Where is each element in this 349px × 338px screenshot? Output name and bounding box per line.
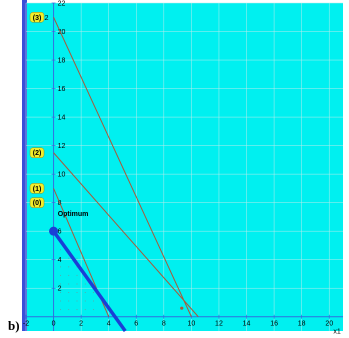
feasible-dot (59, 300, 61, 302)
x-tick-labels: -2 0 2 4 6 8 10 12 14 16 18 20 (23, 314, 333, 328)
x-axis-label: x1 (333, 329, 341, 336)
feasible-dot (68, 291, 70, 293)
constraint-tags: (3) (2) (1) (0) (29, 12, 45, 208)
feasible-dot (59, 309, 61, 311)
feasible-dot (76, 274, 78, 276)
constraint-tag (29, 183, 45, 194)
y-tick-label: 16 (58, 86, 66, 93)
y-tick-label: 12 (58, 143, 66, 150)
feasible-dot (59, 291, 61, 293)
constraint-lines (52, 17, 199, 333)
y-axis-label: x2 (41, 15, 49, 22)
feasible-dot (68, 257, 70, 259)
feasible-dot (59, 266, 61, 268)
x-tick-label: 0 (52, 321, 56, 328)
x-tick-label: 8 (162, 321, 166, 328)
feasible-dot (68, 283, 70, 285)
feasible-dot (59, 274, 61, 276)
feasible-dot (68, 309, 70, 311)
feasible-dot (84, 300, 86, 302)
y-tick-label: 2 (58, 286, 62, 293)
y-tick-label: 20 (58, 29, 66, 36)
x-tick-label: 2 (79, 321, 83, 328)
feasible-dot (59, 283, 61, 285)
x-tick-label: 18 (298, 321, 306, 328)
y-tick-label: 22 (58, 1, 66, 8)
feasible-dot (93, 291, 95, 293)
feasible-dot (68, 274, 70, 276)
constraint-tag (29, 12, 45, 23)
optimum-point (49, 226, 59, 236)
feasible-dot (76, 300, 78, 302)
grid (25, 2, 343, 331)
plot-background (26, 3, 343, 331)
constraint-line (53, 17, 192, 317)
feasible-dot (76, 249, 78, 251)
constraint-tag (29, 147, 45, 158)
feasible-dot (84, 291, 86, 293)
y-tick-label: 4 (58, 257, 62, 264)
constraint-tag-label: (0) (33, 200, 42, 207)
feasible-dot (76, 291, 78, 293)
feasible-dot (59, 249, 61, 251)
x-tick-label: -2 (23, 321, 29, 328)
x-tick-label: 4 (107, 321, 111, 328)
constraint-tag (29, 197, 45, 208)
feasible-dot (76, 257, 78, 259)
constraint-tag-label: (1) (33, 186, 42, 193)
x-tick-label: 16 (270, 321, 278, 328)
feasible-dot (76, 283, 78, 285)
feasible-dot (59, 257, 61, 259)
feasible-dot (93, 300, 95, 302)
left-band (22, 0, 27, 331)
x-tick-label: 14 (243, 321, 251, 328)
constraint-line (53, 152, 199, 318)
feasible-dot (76, 309, 78, 311)
y-tick-labels: 2 4 6 8 10 12 14 16 18 20 22 (51, 1, 66, 293)
y-tick-label: 18 (58, 58, 66, 65)
feasible-dot (93, 309, 95, 311)
panel-label: b) (8, 318, 20, 333)
y-tick-label: 14 (58, 115, 66, 122)
intersection-point (180, 306, 184, 310)
y-tick-label: 10 (58, 172, 66, 179)
feasible-dot (68, 300, 70, 302)
y-tick-label: 6 (58, 229, 62, 236)
constraint-tag-label: (3) (33, 15, 42, 22)
x-tick-label: 12 (215, 321, 223, 328)
constraint-tag-label: (2) (33, 150, 42, 157)
x-tick-label: 20 (325, 321, 333, 328)
feasible-dot (84, 309, 86, 311)
x-tick-label: 10 (187, 321, 195, 328)
feasible-dot (84, 283, 86, 285)
objective-line (52, 230, 127, 333)
x-tick-label: 6 (134, 321, 138, 328)
feasible-dot (68, 266, 70, 268)
y-tick-label: 8 (58, 200, 62, 207)
optimum-label: Optimum (58, 211, 89, 218)
